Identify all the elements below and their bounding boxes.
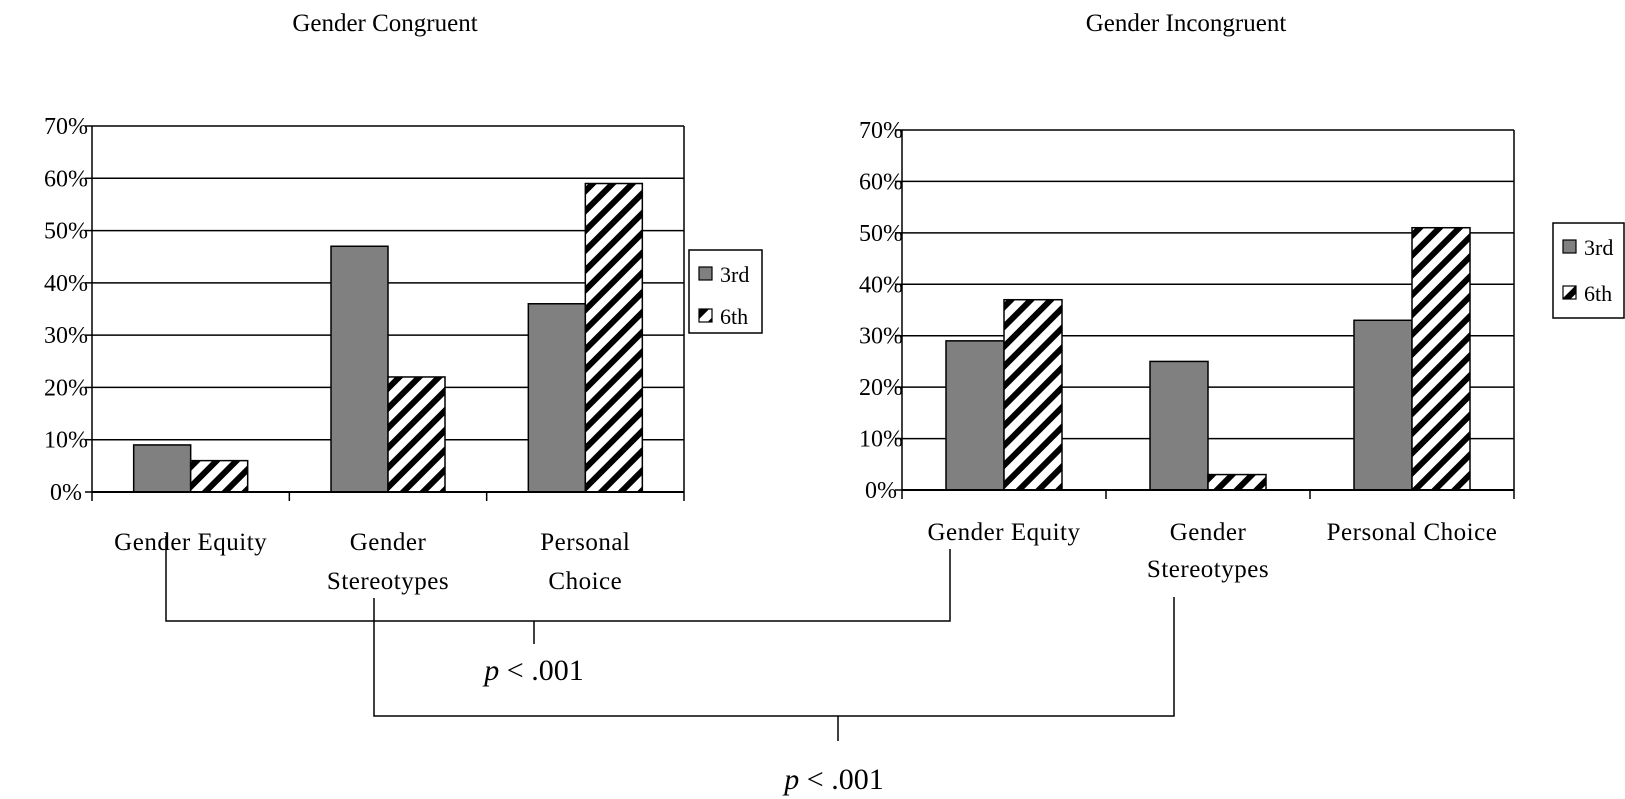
bar-3rd-gender-stereotypes (1149, 360, 1209, 491)
category-labels: Gender Equity Gender Stereotypes Personal Ch… (114, 529, 630, 595)
x-category-label: Gender Equity (928, 519, 1081, 546)
legend-label-3rd: 3rd (720, 262, 749, 287)
bar-6th-gender-stereotypes (387, 376, 446, 493)
legend-swatch-6th (698, 308, 713, 323)
bracket-line (165, 536, 951, 622)
p-value-label: p < .001 (482, 654, 583, 687)
bar-3rd-gender-equity (132, 444, 192, 493)
bar-6th-personal-choice (584, 182, 644, 493)
bar-6th-gender-equity (189, 459, 249, 493)
bar-3rd-gender-equity (945, 340, 1005, 491)
legend-label-3rd: 3rd (1584, 235, 1613, 260)
x-category-label: Personal Choice (1327, 519, 1498, 546)
p-value-label: p < .001 (782, 763, 883, 796)
bracket-gender-stereotypes: p < .001 (373, 597, 1175, 796)
y-tick-label: 10% (44, 428, 88, 454)
y-tick-label: 30% (859, 324, 903, 350)
axes (85, 125, 685, 501)
bar-3rd-gender-stereotypes (330, 245, 389, 493)
chart-title: Gender Incongruent (1086, 10, 1287, 37)
bracket-gender-equity: p < .001 (165, 536, 951, 687)
y-tick-label: 50% (859, 221, 903, 247)
bar-6th-personal-choice (1411, 226, 1471, 491)
legend-swatch-3rd (698, 266, 713, 281)
y-tick-labels: 0% 10% 20% 30% 40% 50% 60% 70% (44, 114, 88, 506)
bar-3rd-personal-choice (527, 303, 587, 493)
bars (132, 182, 644, 493)
y-tick-label: 70% (44, 114, 88, 140)
legend: 3rd 6th (1552, 222, 1625, 319)
legend-label-6th: 6th (1584, 281, 1612, 306)
y-tick-labels: 0% 10% 20% 30% 40% 50% 60% 70% (859, 118, 903, 504)
axes (895, 129, 1515, 499)
legend-label-6th: 6th (720, 304, 748, 329)
bracket-line (373, 597, 1175, 717)
bar-6th-gender-equity (1003, 298, 1063, 491)
chart-gender-congruent: Gender Congruent 0% 10% 20% 30% 40% 50% 60% 70%… (44, 10, 763, 595)
legend-swatch-6th (1562, 285, 1577, 300)
y-tick-label: 60% (859, 169, 903, 195)
bars (945, 226, 1471, 491)
x-category-label: Gender Stereotypes (1147, 519, 1269, 583)
y-tick-label: 0% (50, 480, 82, 506)
y-tick-label: 60% (44, 166, 88, 192)
y-tick-label: 70% (859, 118, 903, 144)
bar-3rd-personal-choice (1353, 319, 1413, 491)
x-category-label: Gender Stereotypes (327, 529, 449, 595)
x-category-label: Personal Choice (540, 529, 630, 595)
y-tick-label: 40% (859, 272, 903, 298)
legend-swatch-3rd (1562, 239, 1577, 254)
y-tick-label: 20% (44, 375, 88, 401)
y-tick-label: 10% (859, 427, 903, 453)
category-labels: Gender Equity Gender Stereotypes Personal C… (928, 519, 1498, 583)
y-tick-label: 50% (44, 219, 88, 245)
x-category-label: Gender Equity (114, 529, 267, 556)
chart-title: Gender Congruent (292, 10, 477, 37)
legend-box (1552, 222, 1625, 319)
y-tick-label: 0% (865, 478, 897, 504)
y-tick-label: 40% (44, 271, 88, 297)
bar-6th-gender-stereotypes (1207, 473, 1267, 491)
chart-gender-incongruent: Gender Incongruent 0% 10% 20% 30% 40% 50% 60% 7… (859, 10, 1625, 583)
y-tick-label: 30% (44, 323, 88, 349)
legend: 3rd 6th (688, 249, 763, 334)
y-tick-label: 20% (859, 375, 903, 401)
